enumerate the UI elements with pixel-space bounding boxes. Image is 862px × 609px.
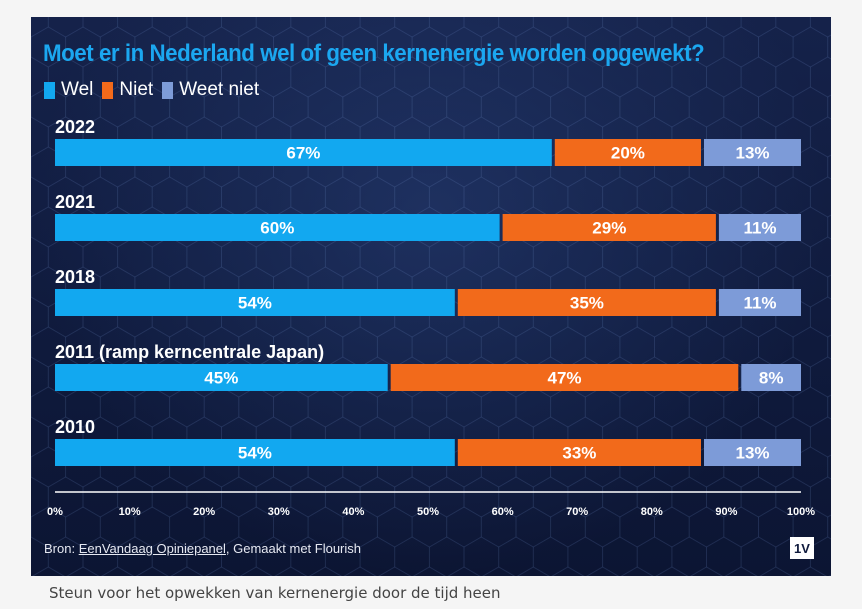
data-label: 60% [260,219,294,238]
x-tick-label: 10% [119,506,141,518]
x-tick-label: 80% [641,506,663,518]
x-tick-label: 20% [193,506,215,518]
legend-item: Wel [44,79,93,101]
data-label: 67% [286,144,320,163]
source-suffix: , Gemaakt met Flourish [225,541,362,556]
data-label: 47% [547,369,581,388]
data-label: 13% [735,144,769,163]
legend-swatch [162,81,174,99]
legend-swatch [44,81,55,99]
bar-segment [741,364,801,391]
source-prefix: Bron: [44,541,79,556]
legend-label: Weet niet [179,79,260,100]
bar-segment [554,139,701,166]
source-note: Bron: EenVandaag Opiniepanel, Gemaakt me… [44,541,361,556]
x-tick-label: 40% [342,506,364,518]
data-label: 8% [759,369,784,388]
legend-swatch [102,81,114,99]
bar-segment [55,289,455,316]
figure-caption: Steun voor het opwekken van kernenergie … [49,584,501,602]
category-label: 2018 [55,267,95,287]
category-label: 2010 [55,417,95,437]
bar-segment [704,139,801,166]
data-label: 35% [570,294,604,313]
data-label: 54% [238,294,272,313]
chart-title: Moet er in Nederland wel of geen kernene… [43,40,705,67]
bar-segment [718,289,801,316]
data-label: 20% [611,144,645,163]
bar-segment [704,439,801,466]
category-label: 2021 [55,192,95,212]
data-label: 11% [743,219,776,238]
x-tick-label: 60% [492,506,514,518]
bar-segment [457,439,701,466]
stacked-bar-chart: 2022 67% 20% 13% 2021 60% 29% 11% 2018 54% 35% 11% 2… [47,117,815,518]
data-label: 54% [238,444,272,463]
bar-segment [55,439,455,466]
data-label: 11% [743,294,776,313]
data-label: 33% [562,444,596,463]
source-link[interactable]: EenVandaag Opiniepanel [78,541,226,556]
category-label: 2011 (ramp kerncentrale Japan) [55,342,324,362]
x-tick-label: 50% [417,506,439,518]
bar-segment [55,214,500,241]
bar-segment [502,214,716,241]
bar-segment [718,214,801,241]
legend-item: Weet niet [162,79,259,101]
x-tick-label: 90% [715,506,737,518]
bar-segment [390,364,739,391]
legend-item: Niet [102,79,153,101]
x-tick-label: 0% [47,506,63,518]
bar-segment [55,364,388,391]
bar-segment [457,289,716,316]
x-tick-label: 100% [787,506,815,518]
data-label: 13% [735,444,769,463]
bar-segment [55,139,552,166]
data-label: 45% [204,369,238,388]
data-label: 29% [592,219,626,238]
x-tick-label: 70% [566,506,588,518]
eenvandaag-logo: 1V [790,537,814,559]
legend: Wel Niet Weet niet [44,79,268,101]
chart-panel: Moet er in Nederland wel of geen kernene… [31,17,831,576]
category-label: 2022 [55,117,95,137]
x-tick-label: 30% [268,506,290,518]
legend-label: Wel [61,79,94,100]
legend-label: Niet [119,79,154,100]
